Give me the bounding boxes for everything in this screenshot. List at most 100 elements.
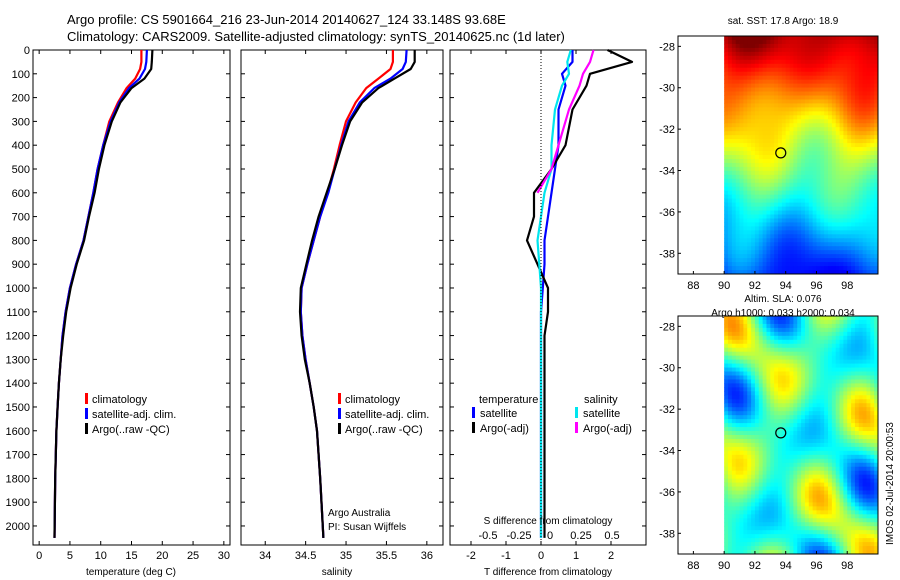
map-cell — [731, 115, 737, 120]
map-cell — [793, 359, 798, 364]
map-cell — [770, 135, 775, 140]
map-cell — [739, 395, 744, 400]
map-cell — [831, 258, 837, 263]
map-cell — [828, 502, 833, 507]
map-cell — [770, 530, 775, 535]
map-cell — [847, 155, 852, 160]
map-cell — [851, 59, 856, 65]
map-cell — [747, 83, 752, 88]
map-cell — [766, 83, 771, 88]
map-cell — [728, 123, 733, 128]
map-cell — [874, 139, 879, 144]
map-cell — [797, 363, 802, 368]
map-cell — [751, 71, 756, 77]
map-cell — [758, 210, 764, 215]
map-cell — [835, 178, 840, 184]
map-cell — [831, 351, 837, 357]
map-cell — [766, 534, 771, 539]
map-cell — [820, 478, 825, 483]
map-cell — [812, 111, 817, 116]
map-cell — [785, 182, 790, 188]
map-cell — [801, 482, 806, 487]
map-cell — [793, 71, 798, 77]
map-cell — [743, 182, 748, 188]
map-cell — [758, 115, 764, 120]
map-cell — [735, 438, 740, 444]
map-cell — [854, 335, 860, 341]
map-cell — [747, 194, 752, 200]
map-cell — [843, 387, 848, 392]
map-cell — [797, 538, 802, 543]
map-cell — [797, 71, 802, 77]
map-cell — [866, 498, 871, 503]
map-cell — [854, 39, 860, 45]
map-cell — [774, 226, 779, 231]
map-cell — [824, 151, 829, 156]
map-cell — [851, 226, 856, 231]
map-cell — [835, 514, 840, 519]
map-cell — [785, 166, 790, 172]
map-cell — [735, 147, 740, 152]
map-cell — [812, 103, 817, 108]
map-cell — [793, 367, 798, 372]
map-cell — [851, 242, 856, 247]
temperature-legend: climatology satellite-adj. clim. Argo(..… — [85, 393, 176, 436]
map-cell — [789, 234, 794, 239]
x-tick-label: 5 — [67, 550, 73, 562]
map-cell — [766, 119, 771, 124]
map-cell — [770, 83, 775, 88]
map-cell — [766, 95, 771, 100]
map-cell — [847, 502, 852, 507]
map-cell — [866, 446, 871, 452]
map-cell — [820, 450, 825, 456]
map-cell — [789, 143, 794, 148]
temperature-xlabel: temperature (deg C) — [86, 567, 176, 578]
map-cell — [766, 155, 771, 160]
map-cell — [808, 162, 814, 168]
map-cell — [797, 466, 802, 472]
map-cell — [751, 99, 756, 104]
map-cell — [785, 454, 790, 460]
map-cell — [851, 435, 856, 440]
map-cell — [808, 115, 814, 120]
map-cell — [839, 218, 844, 223]
map-cell — [762, 178, 767, 184]
map-cell — [824, 36, 829, 41]
map-cell — [728, 258, 733, 263]
map-cell — [751, 316, 756, 321]
map-cell — [835, 111, 840, 116]
map-cell — [797, 39, 802, 45]
map-cell — [797, 36, 802, 41]
map-cell — [770, 454, 775, 460]
map-cell — [831, 534, 837, 539]
map-cell — [728, 83, 733, 88]
map-cell — [762, 63, 767, 69]
map-cell — [870, 347, 875, 353]
map-cell — [758, 158, 764, 164]
map-cell — [785, 135, 790, 140]
map-cell — [839, 502, 844, 507]
map-cell — [820, 103, 825, 108]
map-cell — [870, 254, 875, 259]
map-cell — [820, 226, 825, 231]
map-cell — [835, 498, 840, 503]
map-cell — [774, 351, 779, 357]
map-cell — [758, 371, 764, 376]
map-cell — [770, 316, 775, 321]
map-cell — [808, 155, 814, 160]
map-cell — [843, 75, 848, 81]
map-cell — [758, 407, 764, 412]
map-cell — [735, 359, 740, 364]
map-cell — [766, 530, 771, 535]
map-cell — [831, 155, 837, 160]
series-line-climatology — [53, 50, 143, 538]
map-cell — [812, 343, 817, 349]
map-cell — [816, 47, 821, 53]
map-cell — [801, 514, 806, 519]
map-cell — [816, 155, 821, 160]
map-cell — [828, 407, 833, 412]
map-cell — [862, 482, 867, 487]
map-cell — [774, 371, 779, 376]
map-cell — [751, 170, 756, 176]
map-cell — [824, 534, 829, 539]
